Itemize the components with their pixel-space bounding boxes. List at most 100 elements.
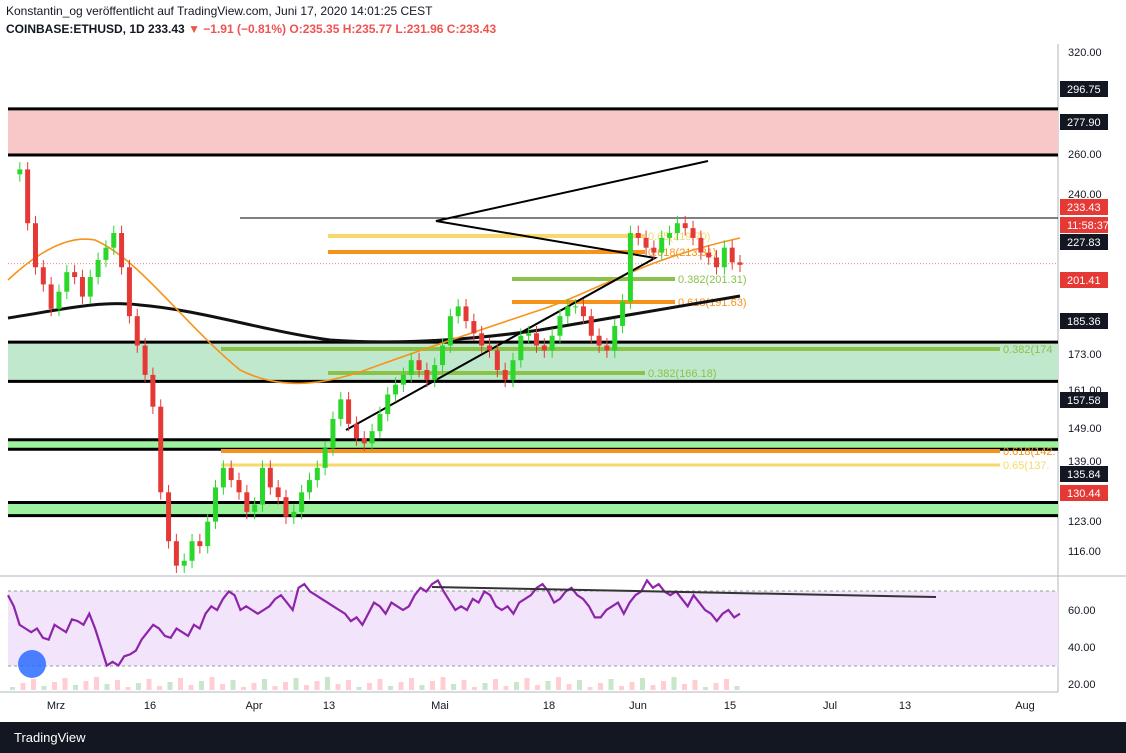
price-label-box (1060, 199, 1108, 215)
volume-bar (524, 678, 530, 690)
volume-bar (304, 685, 309, 690)
ma-50-line (7, 237, 741, 385)
volume-bar (377, 679, 383, 690)
x-tick-label: 13 (323, 700, 335, 712)
publish-info: Konstantin_og veröffentlicht auf Trading… (6, 4, 433, 18)
price-label-box (1060, 234, 1108, 250)
x-tick-label: Mai (431, 700, 449, 712)
candle-body (627, 233, 633, 302)
volume-bar (188, 685, 194, 690)
volume-bar (682, 684, 687, 690)
candle-body (267, 467, 273, 488)
candle-body (111, 233, 117, 248)
y-tick-label: 139.00 (1068, 456, 1102, 468)
volume-bar (692, 680, 698, 690)
candle-body (471, 321, 477, 334)
x-tick-label: 15 (724, 700, 736, 712)
volume-bar (608, 679, 614, 690)
candle-body (213, 487, 219, 522)
volume-bar (640, 678, 645, 690)
volume-bar (41, 686, 47, 690)
volume-bar (482, 683, 488, 690)
rsi-line (7, 578, 741, 668)
candle-body (150, 374, 156, 407)
candle-body (667, 233, 673, 238)
candle-body (557, 316, 563, 336)
candle-body (502, 369, 508, 380)
candle-body (659, 237, 665, 253)
candle-body (173, 541, 179, 566)
volume-bar (461, 680, 467, 690)
volume-bar (346, 680, 351, 690)
price-label-box (1060, 81, 1108, 97)
x-tick-label: 18 (543, 700, 555, 712)
candle-body (353, 423, 359, 439)
candle-body (322, 448, 328, 468)
candle-body (721, 247, 727, 268)
support-zone-2 (8, 439, 1058, 450)
volume-bar (230, 680, 236, 690)
volume-bar (566, 684, 572, 690)
volume-bar (430, 681, 435, 690)
candle-body (291, 511, 297, 517)
candle-body (377, 414, 383, 432)
candle-body (385, 394, 391, 415)
volume-bar (157, 686, 162, 690)
candle-body (510, 360, 516, 380)
price-label: 157.58 (1067, 395, 1101, 407)
x-tick-label: Aug (1015, 700, 1035, 712)
price-chart[interactable]: 0.65(219.70)0.618(213.31)0.382(201.31)0.… (0, 0, 1126, 722)
candle-body (698, 237, 704, 253)
candle-body (142, 345, 148, 375)
candle-body (314, 467, 320, 481)
candle-body (588, 316, 594, 336)
price-label-box (1060, 272, 1108, 288)
candle-body (463, 306, 469, 322)
candle-body (604, 345, 610, 351)
candle-body (494, 350, 500, 370)
volume-bar (577, 680, 582, 690)
symbol-info: COINBASE:ETHUSD, 1D 233.43 ▼ −1.91 (−0.8… (6, 22, 496, 36)
candle-body (48, 284, 54, 309)
candle-body (220, 467, 226, 488)
volume-bar (503, 686, 509, 690)
x-tick-label: 16 (144, 700, 156, 712)
fib-label: 0.382(174 (1003, 344, 1053, 356)
candle-body (565, 306, 571, 317)
candle-body (729, 247, 735, 263)
candle-body (580, 306, 586, 317)
volume-bar (440, 677, 446, 690)
volume-bar (472, 687, 477, 690)
candle-body (533, 333, 539, 346)
volume-bar (734, 686, 740, 690)
candle-body (541, 345, 547, 351)
volume-bar (136, 683, 141, 690)
candle-body (416, 360, 422, 370)
candle-body (259, 467, 265, 505)
rsi-tick-label: 60.00 (1068, 605, 1096, 617)
volume-bar (293, 678, 299, 690)
resistance-zone (8, 108, 1058, 155)
price-label-box (1060, 466, 1108, 482)
volume-bar (314, 681, 320, 690)
candle-body (674, 223, 680, 234)
volume-bar (619, 686, 624, 690)
candle-body (440, 345, 446, 366)
candle-body (338, 399, 344, 419)
volume-bar (388, 686, 393, 690)
volume-bar (367, 683, 372, 690)
price-label-box (1060, 392, 1108, 408)
y-tick-label: 320.00 (1068, 47, 1102, 59)
volume-bar (220, 684, 225, 690)
candle-body (64, 272, 70, 292)
candle-body (299, 492, 305, 512)
candle-body (244, 492, 250, 512)
volume-bar (10, 687, 15, 690)
x-tick-label: Mrz (47, 700, 65, 712)
volume-bar (545, 681, 551, 690)
tradingview-brand[interactable]: TradingView (14, 730, 86, 745)
candle-body (737, 262, 743, 265)
volume-bar (325, 677, 330, 690)
volume-bar (671, 677, 677, 690)
candle-body (158, 406, 164, 493)
